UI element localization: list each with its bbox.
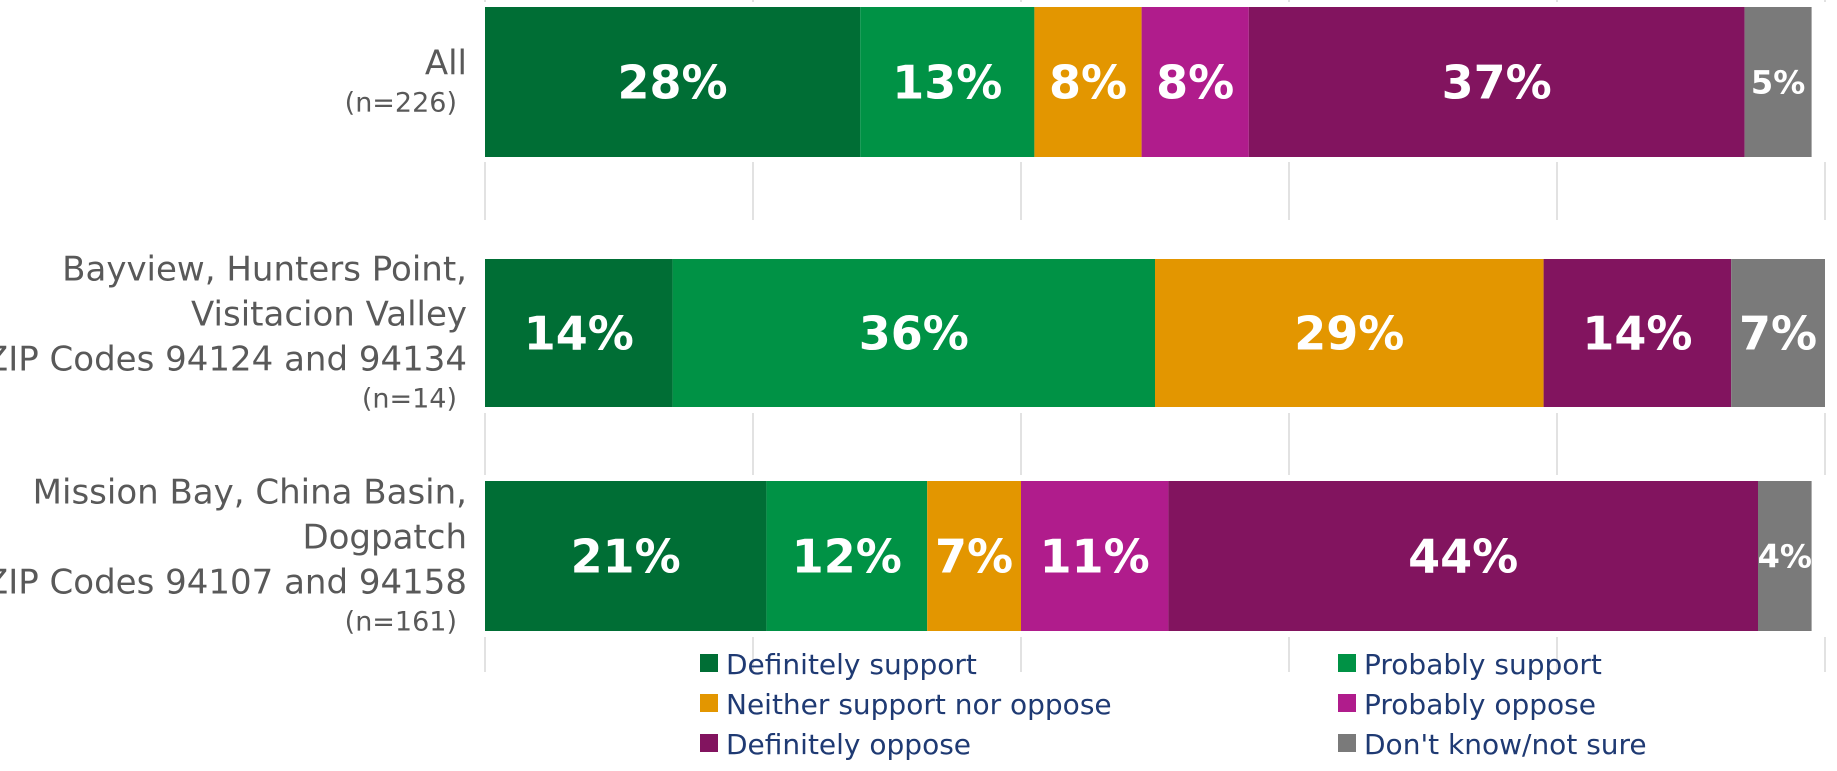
bar-segment: [1248, 7, 1745, 157]
bar-value-label: 7%: [1739, 307, 1817, 361]
bar-value-label: 14%: [1582, 307, 1692, 361]
legend-swatch: [700, 734, 718, 752]
category-sample-size: (n=161): [345, 607, 457, 638]
bar-segment: [860, 7, 1035, 157]
bar-value-label: 36%: [859, 307, 969, 361]
bar-value-label: 13%: [892, 56, 1002, 110]
bar-segment: [485, 481, 767, 631]
bar-value-label: 28%: [618, 56, 728, 110]
bar-segment: [1543, 259, 1732, 407]
category-label: Mission Bay, China Basin,: [33, 473, 467, 513]
bar-segment: [1758, 481, 1812, 631]
bar-value-label: 8%: [1049, 56, 1127, 110]
bar-value-label: 8%: [1156, 56, 1234, 110]
category-sample-size: (n=14): [362, 384, 457, 415]
legend-swatch: [1338, 654, 1356, 672]
category-sample-size: (n=226): [345, 88, 457, 119]
bar-value-label: 12%: [792, 530, 902, 584]
legend-swatch: [700, 654, 718, 672]
category-label: Visitacion Valley: [191, 295, 467, 335]
category-labels: All (n=226) Bayview, Hunters Point, Visitac…: [0, 44, 467, 638]
category-label: ZIP Codes 94107 and 94158: [0, 563, 467, 603]
legend-label: Definitely support: [726, 648, 977, 681]
legend-label: Definitely oppose: [726, 728, 971, 761]
bar-value-label: 14%: [524, 307, 634, 361]
legend-label: Probably support: [1364, 648, 1602, 681]
legend-swatch: [1338, 734, 1356, 752]
legend-label: Don't know/not sure: [1364, 728, 1647, 761]
bar-segment: [1168, 481, 1758, 631]
bar-segment: [672, 259, 1155, 407]
bar-segment: [1731, 259, 1825, 407]
legend-label: Probably oppose: [1364, 688, 1596, 721]
bar-value-label: 21%: [571, 530, 681, 584]
bar-segment: [1744, 7, 1812, 157]
bar-segment: [1155, 259, 1544, 407]
category-label: ZIP Codes 94124 and 94134: [0, 340, 467, 380]
bar-segment: [1021, 481, 1169, 631]
bar-segment: [485, 259, 673, 407]
bar-segment: [766, 481, 928, 631]
category-label: Dogpatch: [302, 518, 467, 558]
bar-segment: [485, 7, 861, 157]
bar-value-label: 5%: [1751, 64, 1805, 102]
category-label: Bayview, Hunters Point,: [62, 250, 467, 290]
gridlines: [484, 0, 1826, 672]
bar-value-label: 44%: [1408, 530, 1518, 584]
bar-value-label: 37%: [1442, 56, 1552, 110]
bars: 28% 13% 8% 8% 37% 5% 14% 36% 29% 14% 7% 21% 12% 7% 11%…: [485, 7, 1825, 631]
bar-segment: [927, 481, 1021, 631]
legend-swatch: [700, 694, 718, 712]
bar-value-label: 29%: [1294, 307, 1404, 361]
bar-value-label: 11%: [1040, 530, 1150, 584]
legend-swatch: [1338, 694, 1356, 712]
legend: Definitely support Probably support Neithe…: [700, 648, 1647, 761]
bar-segment: [1141, 7, 1249, 157]
legend-label: Neither support nor oppose: [726, 688, 1112, 721]
bar-value-label: 7%: [935, 530, 1013, 584]
bar-segment: [1034, 7, 1142, 157]
category-label: All: [425, 44, 467, 84]
bar-value-label: 4%: [1758, 538, 1812, 576]
